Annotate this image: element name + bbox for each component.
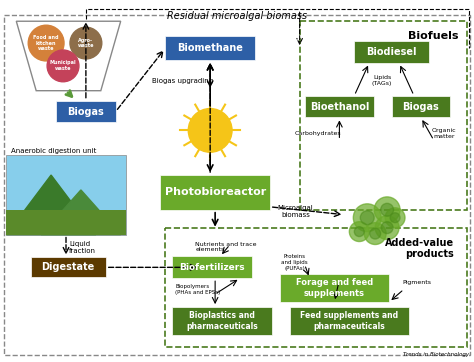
Text: Pigments: Pigments (402, 280, 431, 285)
Bar (56, 101, 116, 122)
Text: Agro-
waste: Agro- waste (78, 38, 94, 49)
Text: Biomethane: Biomethane (177, 43, 243, 53)
Bar (173, 256, 252, 278)
Bar (300, 21, 466, 210)
Circle shape (385, 208, 405, 228)
Text: Lipids
(TAGs): Lipids (TAGs) (372, 75, 392, 86)
Text: Bioplastics and
pharmaceuticals: Bioplastics and pharmaceuticals (186, 311, 258, 331)
Text: Microalgal
biomass: Microalgal biomass (278, 205, 313, 218)
Text: Photobioreactor: Photobioreactor (164, 187, 266, 197)
Bar (354, 41, 429, 63)
Circle shape (370, 228, 381, 239)
Text: Municipal
waste: Municipal waste (50, 60, 76, 71)
Circle shape (381, 203, 393, 216)
Bar (173, 307, 272, 335)
Text: Bioethanol: Bioethanol (310, 102, 369, 111)
Text: Digestate: Digestate (41, 262, 95, 272)
Circle shape (381, 222, 393, 233)
Text: Residual microalgal biomass: Residual microalgal biomass (167, 11, 307, 21)
Text: Biogas: Biogas (67, 106, 104, 117)
Bar (161, 175, 270, 210)
Text: Forage and feed
supplements: Forage and feed supplements (296, 278, 373, 298)
Circle shape (364, 223, 386, 244)
Text: Feed supplements and
pharmaceuticals: Feed supplements and pharmaceuticals (300, 311, 399, 331)
Circle shape (354, 227, 364, 237)
Text: Proteins
and lipids
(PUFAs): Proteins and lipids (PUFAs) (282, 254, 308, 271)
Circle shape (188, 109, 232, 152)
Bar (392, 96, 450, 118)
Text: Food and
kitchen
waste: Food and kitchen waste (33, 35, 59, 51)
Text: Biogas upgrading: Biogas upgrading (153, 78, 214, 84)
Text: Biofuels: Biofuels (408, 31, 459, 41)
Circle shape (47, 50, 79, 82)
Polygon shape (41, 190, 121, 235)
Text: Biopolymers
(PHAs and EPSs): Biopolymers (PHAs and EPSs) (175, 284, 220, 295)
Text: Anaerobic digestion unit: Anaerobic digestion unit (11, 148, 97, 154)
Text: Biogas: Biogas (402, 102, 439, 111)
Text: Trends in Biotechnology: Trends in Biotechnology (402, 352, 469, 357)
Bar (165, 228, 466, 347)
Text: Added-value
products: Added-value products (384, 237, 454, 259)
Bar (280, 274, 389, 302)
Bar (6, 155, 126, 235)
Circle shape (375, 216, 399, 240)
Circle shape (70, 27, 102, 59)
Text: Nutrients and trace
elements: Nutrients and trace elements (195, 241, 257, 252)
Circle shape (353, 204, 381, 232)
Polygon shape (6, 175, 96, 235)
Circle shape (349, 222, 369, 241)
Bar (305, 96, 374, 118)
Bar (31, 257, 106, 277)
Text: Liquid
fraction: Liquid fraction (69, 241, 96, 254)
Circle shape (360, 211, 374, 225)
Text: Biodiesel: Biodiesel (366, 47, 416, 57)
Text: Organic
matter: Organic matter (431, 128, 456, 139)
Text: Biofertilizers: Biofertilizers (179, 263, 245, 272)
Bar (290, 307, 409, 335)
Bar (6, 210, 126, 235)
Circle shape (390, 213, 400, 223)
Circle shape (28, 25, 64, 61)
Text: Carbohydrates: Carbohydrates (294, 131, 341, 136)
Bar (165, 36, 255, 60)
Circle shape (374, 197, 400, 223)
